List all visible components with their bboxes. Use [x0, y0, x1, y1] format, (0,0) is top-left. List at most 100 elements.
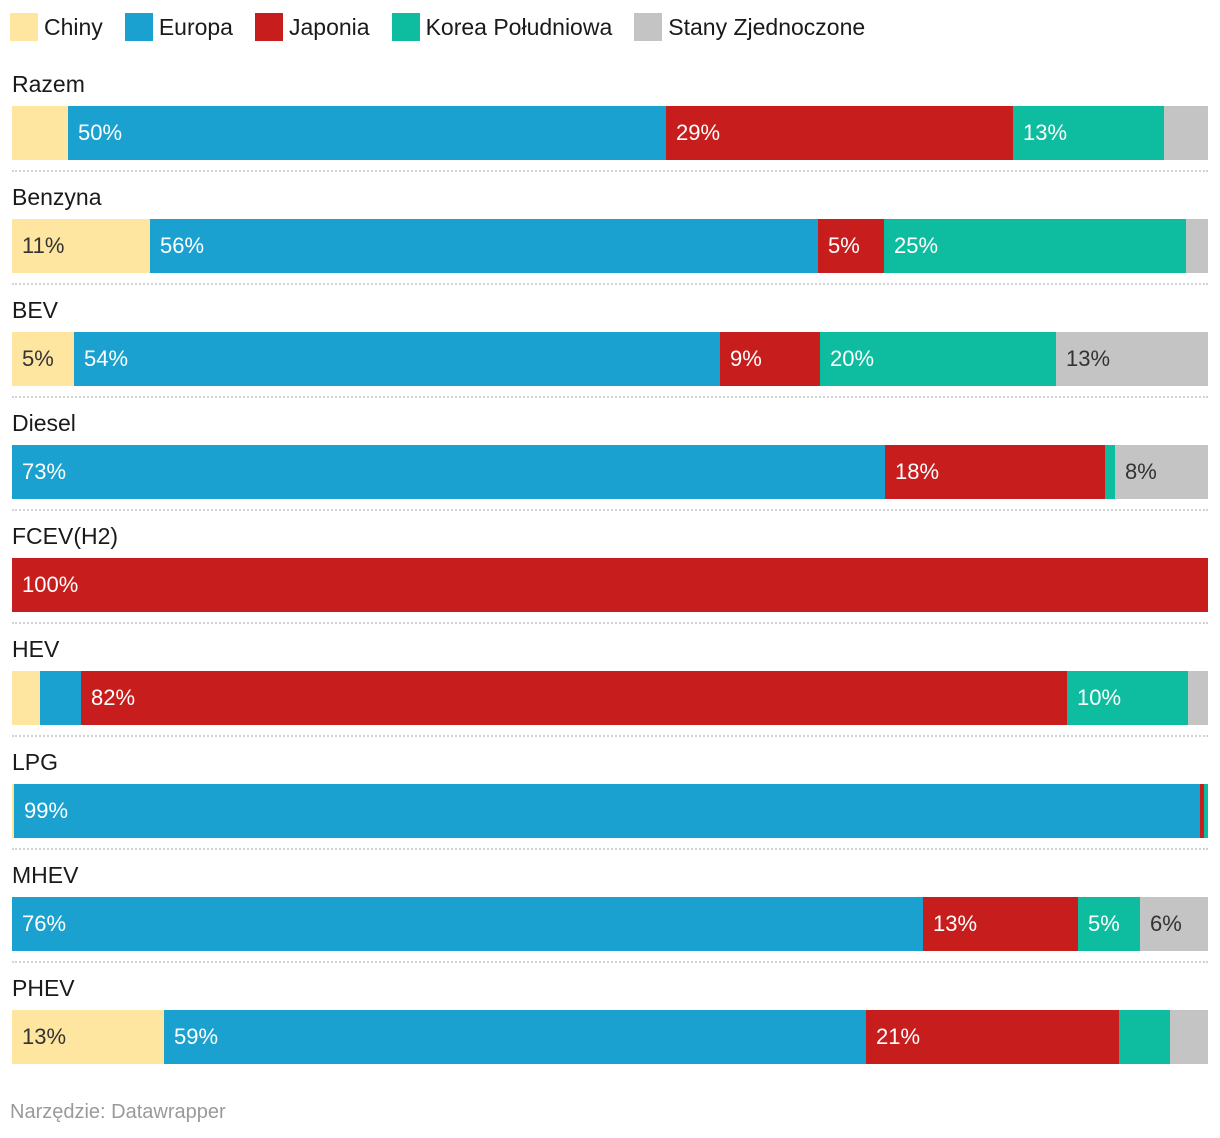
data-label: 56%	[160, 233, 205, 258]
data-label: 76%	[22, 911, 67, 936]
bar-segment-chiny	[12, 671, 40, 725]
bar-segment-japonia	[1200, 784, 1204, 838]
bar-segment-japonia: 21%	[866, 1010, 1119, 1064]
row-label-mhev: MHEV	[12, 862, 79, 888]
legend-label: Stany Zjednoczone	[668, 14, 866, 40]
legend-swatch	[634, 13, 663, 41]
data-label: 13%	[1023, 120, 1068, 145]
bar-segment-europa: 56%	[150, 219, 818, 273]
bar-segment-europa	[40, 671, 81, 725]
row-separator	[12, 396, 1208, 398]
bar-segment-japonia: 13%	[923, 897, 1078, 951]
row-separator	[12, 622, 1208, 624]
bar-segment-chiny: 13%	[12, 1010, 164, 1064]
row-separator	[12, 283, 1208, 285]
bar-benzyna: 11% 56% 5% 25%	[12, 219, 1208, 273]
bar-segment-japonia: 18%	[885, 445, 1105, 499]
bar-mhev: 76% 13% 5% 6%	[12, 897, 1208, 951]
data-label: 54%	[84, 346, 129, 371]
bar-segment-stany-zjednoczone: 6%	[1140, 897, 1208, 951]
legend-item-chiny: Chiny	[10, 13, 103, 41]
legend-swatch	[391, 13, 420, 41]
bar-segment-europa: 50%	[68, 106, 666, 160]
bar-segment-europa: 99%	[14, 784, 1200, 838]
row-label-diesel: Diesel	[12, 410, 76, 436]
source-credit: Narzędzie: Datawrapper	[10, 1101, 226, 1123]
bar-segment-korea-poludniowa	[1105, 445, 1115, 499]
data-label: 100%	[22, 572, 79, 597]
row-label-fcev-h2: FCEV(H2)	[12, 523, 119, 549]
bar-lpg: 99%	[12, 784, 1208, 838]
bar-segment-stany-zjednoczone	[1186, 219, 1208, 273]
data-label: 20%	[830, 346, 875, 371]
data-label: 82%	[91, 685, 136, 710]
bar-segment-japonia: 29%	[666, 106, 1013, 160]
legend-item-europa: Europa	[124, 13, 233, 41]
bar-segment-europa: 76%	[12, 897, 923, 951]
data-label: 21%	[876, 1024, 921, 1049]
bar-segment-stany-zjednoczone	[1188, 671, 1208, 725]
bar-segment-korea-poludniowa: 13%	[1013, 106, 1164, 160]
data-label: 11%	[22, 233, 65, 258]
legend-item-japonia: Japonia	[254, 13, 370, 41]
bar-segment-japonia: 82%	[81, 671, 1067, 725]
legend-label: Europa	[158, 14, 233, 40]
legend-swatch	[254, 13, 283, 41]
data-label: 13%	[1066, 346, 1111, 371]
bar-segment-stany-zjednoczone	[1170, 1010, 1208, 1064]
legend-swatch	[10, 13, 38, 41]
bar-razem: 50% 29% 13%	[12, 106, 1208, 160]
bar-segment-korea-poludniowa: 5%	[1078, 897, 1140, 951]
data-label: 59%	[174, 1024, 219, 1049]
row-label-razem: Razem	[12, 71, 85, 97]
bar-hev: 82% 10%	[12, 671, 1208, 725]
data-label: 29%	[676, 120, 721, 145]
bar-segment-europa: 59%	[164, 1010, 866, 1064]
data-label: 9%	[730, 346, 762, 371]
row-label-benzyna: Benzyna	[12, 184, 102, 210]
bar-segment-japonia: 5%	[818, 219, 884, 273]
bar-segment-europa: 73%	[12, 445, 885, 499]
legend-label: Japonia	[288, 14, 370, 40]
data-label: 50%	[78, 120, 123, 145]
data-label: 13%	[933, 911, 978, 936]
bar-segment-chiny: 11%	[12, 219, 150, 273]
bar-segment-stany-zjednoczone	[1164, 106, 1208, 160]
data-label: 99%	[24, 798, 69, 823]
bar-segment-korea-poludniowa	[1119, 1010, 1170, 1064]
bar-segment-japonia: 100%	[12, 558, 1208, 612]
bar-segment-japonia: 9%	[720, 332, 820, 386]
chart-legend: Chiny Europa Japonia Korea Południowa Stany …	[10, 12, 887, 42]
row-separator	[12, 170, 1208, 172]
bar-phev: 13% 59% 21%	[12, 1010, 1208, 1064]
bar-segment-europa: 54%	[74, 332, 720, 386]
legend-label: Korea Południowa	[425, 14, 613, 40]
bar-segment-korea-poludniowa	[1204, 784, 1208, 838]
bar-segment-korea-poludniowa: 10%	[1067, 671, 1188, 725]
legend-item-stany-zjednoczone: Stany Zjednoczone	[634, 13, 865, 41]
row-label-bev: BEV	[12, 297, 59, 323]
data-label: 25%	[894, 233, 939, 258]
data-label: 5%	[828, 233, 860, 258]
row-label-phev: PHEV	[12, 975, 75, 1001]
data-label: 5%	[1088, 911, 1120, 936]
row-separator	[12, 848, 1208, 850]
data-label: 18%	[895, 459, 940, 484]
row-label-hev: HEV	[12, 636, 60, 662]
data-label: 10%	[1077, 685, 1122, 710]
legend-label: Chiny	[44, 14, 103, 40]
data-label: 6%	[1150, 911, 1182, 936]
bar-fcev-h2: 100%	[12, 558, 1208, 612]
bar-diesel: 73% 18% 8%	[12, 445, 1208, 499]
bar-segment-chiny	[12, 106, 68, 160]
row-label-lpg: LPG	[12, 749, 59, 775]
legend-item-korea-poludniowa: Korea Południowa	[391, 13, 613, 41]
row-separator	[12, 735, 1208, 737]
bar-segment-korea-poludniowa: 20%	[820, 332, 1056, 386]
bar-segment-korea-poludniowa: 25%	[884, 219, 1186, 273]
bar-bev: 5% 54% 9% 20% 13%	[12, 332, 1208, 386]
row-separator	[12, 509, 1208, 511]
row-separator	[12, 961, 1208, 963]
data-label: 8%	[1125, 459, 1157, 484]
bar-segment-stany-zjednoczone: 8%	[1115, 445, 1208, 499]
